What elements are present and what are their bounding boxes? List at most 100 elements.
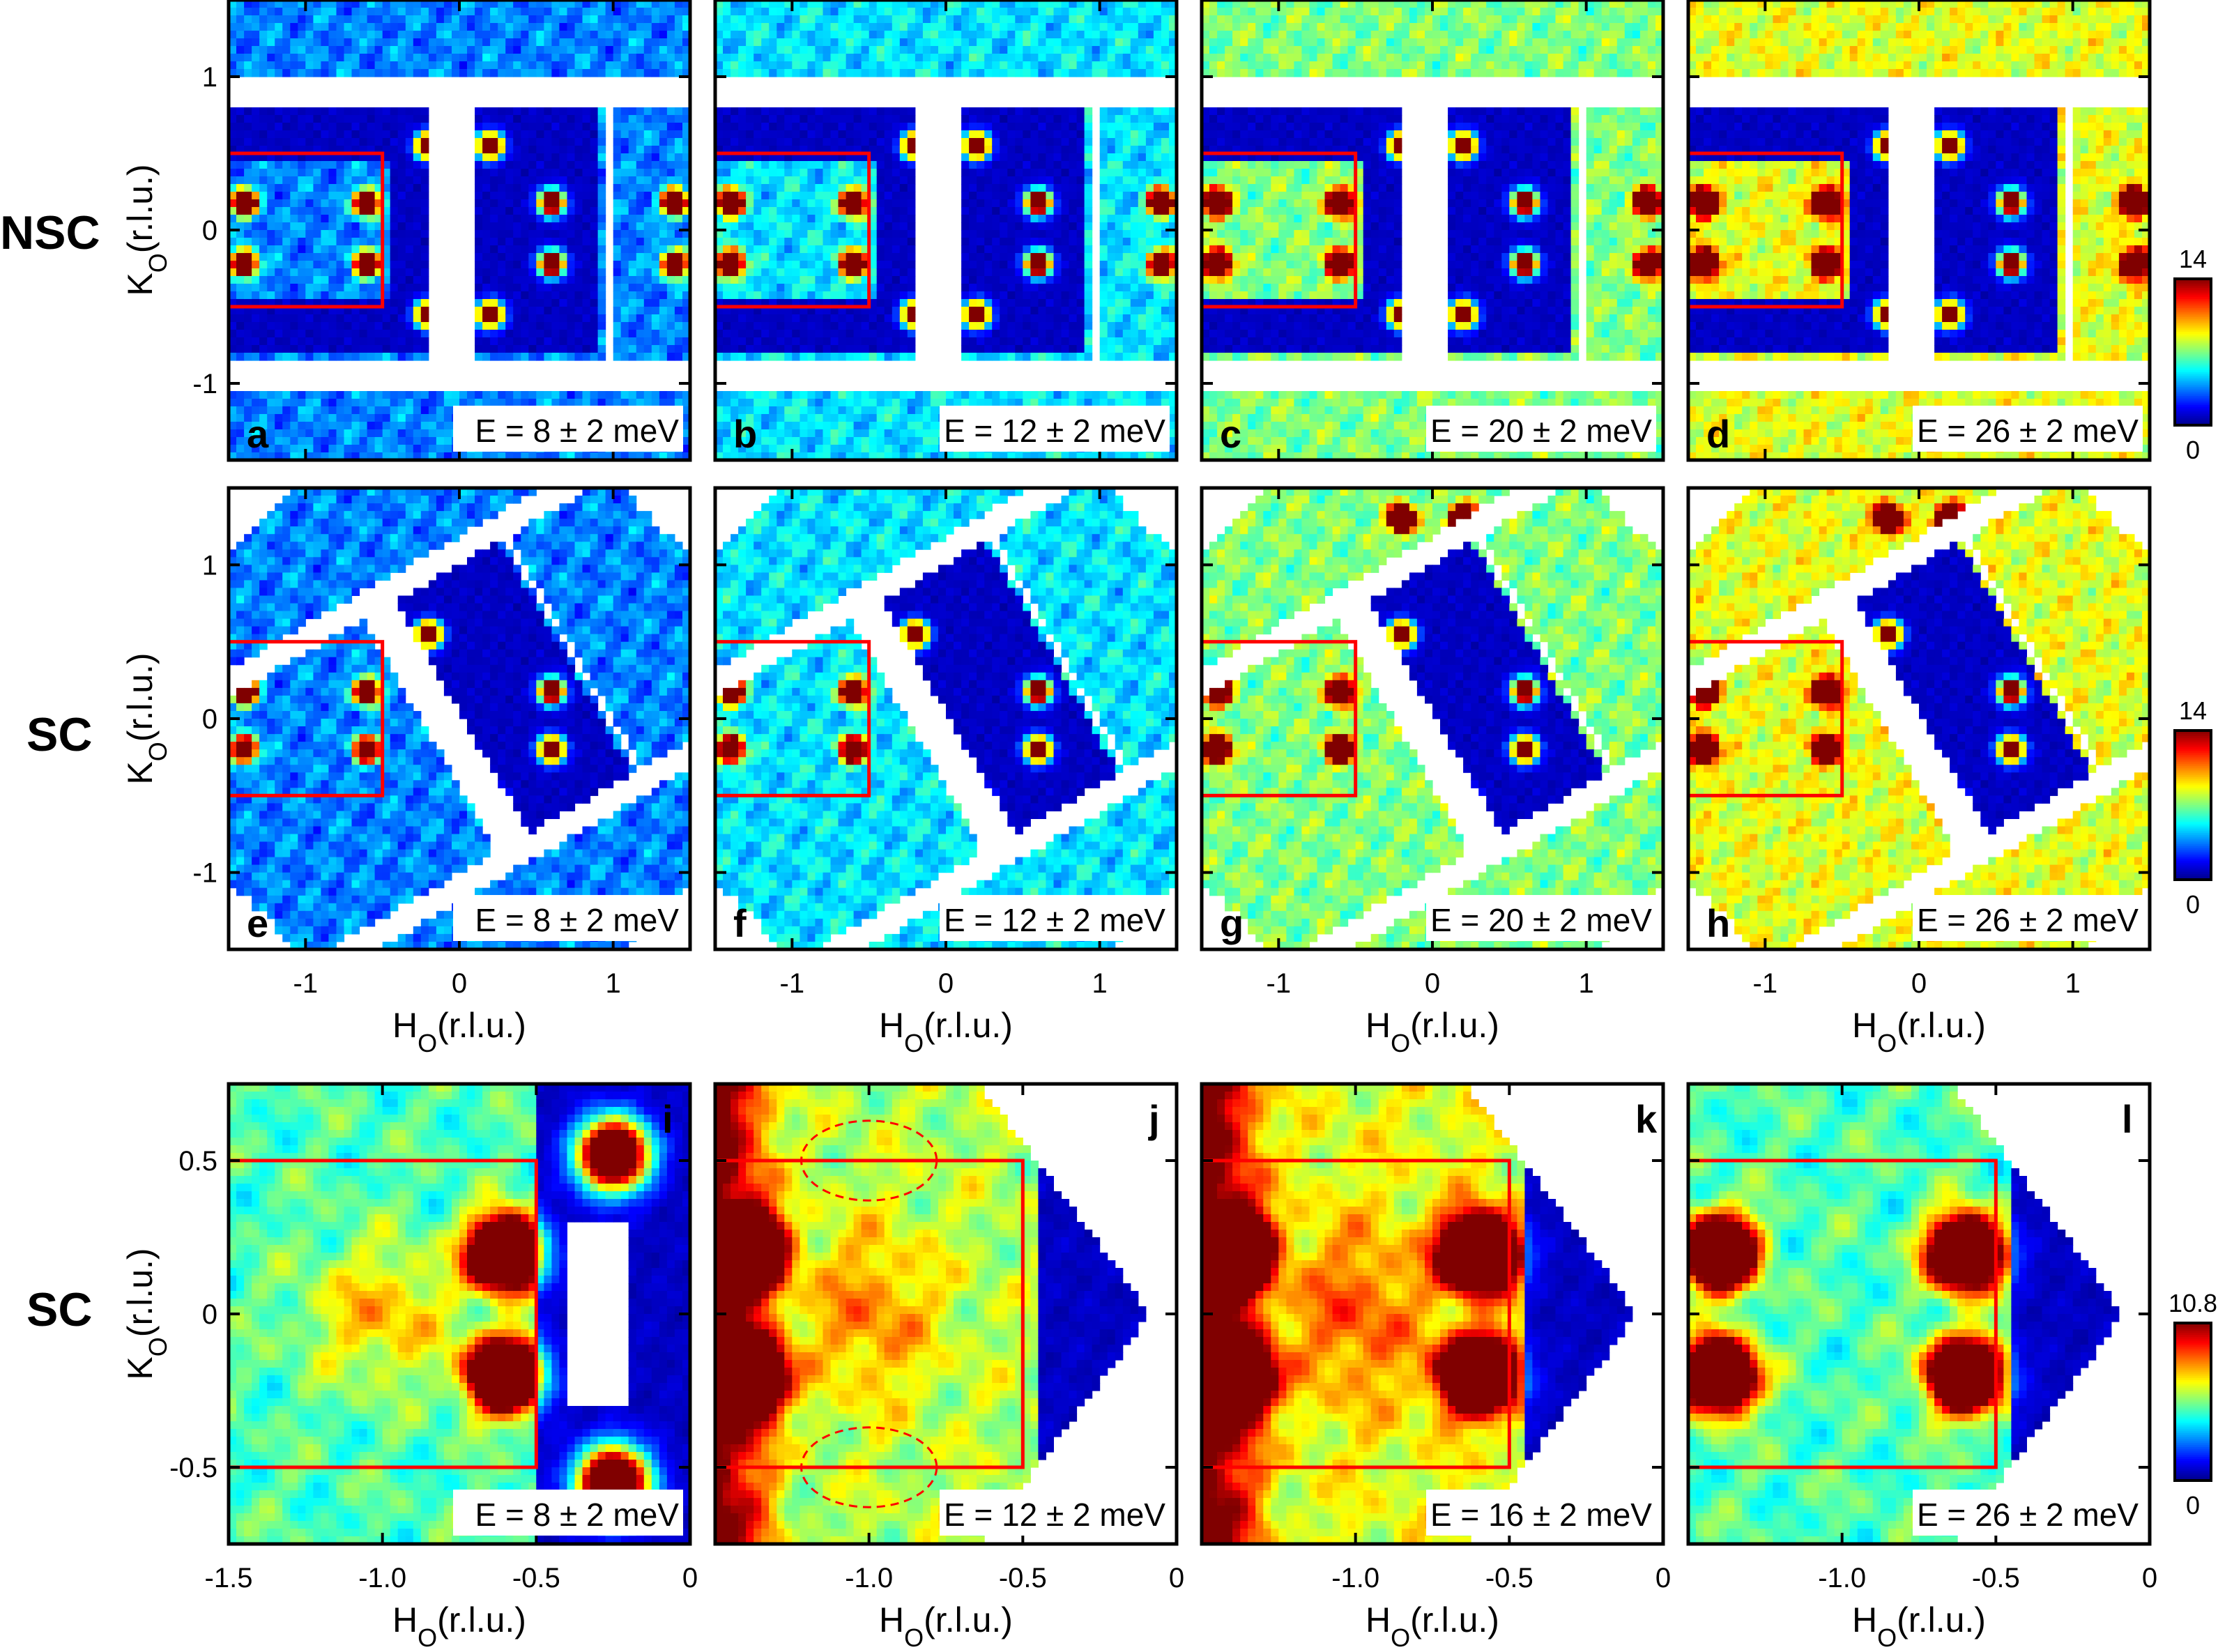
energy-label-a: E = 8 ± 2 meV xyxy=(475,413,680,449)
x-tick-label-j-2: 0 xyxy=(1169,1563,1184,1593)
y-tick-label-e-0: -1 xyxy=(192,858,217,889)
heatmap-k xyxy=(1202,1084,1633,1544)
x-tick-label-k-0: -1.0 xyxy=(1331,1563,1379,1593)
energy-label-b: E = 12 ± 2 meV xyxy=(944,413,1165,449)
integration-box-e xyxy=(229,640,385,797)
panel-letter-l: l xyxy=(2122,1097,2133,1141)
heatmap-j xyxy=(715,1084,1147,1544)
integration-box-c xyxy=(1202,151,1358,309)
row-label-nsc: NSC xyxy=(0,206,100,260)
panel-letter-d: d xyxy=(1706,412,1730,456)
y-tick-label-a-1: 0 xyxy=(202,215,217,246)
energy-label-k: E = 16 ± 2 meV xyxy=(1430,1497,1652,1533)
heatmap-a xyxy=(229,0,690,460)
panel-g: -1 0 1 g E = 20 ± 2 meV HO(r.l.u.) xyxy=(1200,486,1665,1057)
heatmap-b xyxy=(715,0,1177,460)
energy-label-j: E = 12 ± 2 meV xyxy=(944,1497,1165,1533)
y-tick-label-i-0: -0.5 xyxy=(169,1453,217,1483)
panel-letter-b: b xyxy=(733,412,757,456)
x-tick-label-e-1: 0 xyxy=(452,968,467,999)
colorbar-3: 10.80 xyxy=(2169,1289,2217,1520)
x-axis-label-h: HO(r.l.u.) xyxy=(1852,1006,1986,1057)
x-axis-label-i: HO(r.l.u.) xyxy=(392,1600,526,1652)
integration-box-l xyxy=(1688,1158,1998,1469)
energy-label-h: E = 26 ± 2 meV xyxy=(1917,902,2139,938)
energy-label-l: E = 26 ± 2 meV xyxy=(1917,1497,2139,1533)
x-tick-label-l-2: 0 xyxy=(2142,1563,2157,1593)
panel-c: c E = 20 ± 2 meV xyxy=(1200,0,1665,462)
integration-box-d xyxy=(1688,151,1844,309)
heatmap-h xyxy=(1688,488,2150,949)
x-tick-label-k-2: 0 xyxy=(1655,1563,1671,1593)
integration-box-j xyxy=(715,1158,1025,1469)
y-tick-label-e-2: 1 xyxy=(202,550,217,581)
x-tick-label-h-1: 0 xyxy=(1911,968,1927,999)
panel-h: -1 0 1 h E = 26 ± 2 meV HO(r.l.u.) xyxy=(1686,486,2152,1057)
panel-k: -1.0 -0.5 0 k E = 16 ± 2 meV HO(r.l.u.) xyxy=(1200,1082,1671,1652)
panel-letter-g: g xyxy=(1220,901,1244,945)
x-tick-label-f-0: -1 xyxy=(780,968,805,999)
heatmap-c xyxy=(1202,0,1663,460)
energy-label-c: E = 20 ± 2 meV xyxy=(1430,413,1652,449)
row-label-sc-2: SC xyxy=(26,1283,92,1337)
energy-label-e: E = 8 ± 2 meV xyxy=(475,902,680,938)
x-tick-label-k-1: -0.5 xyxy=(1485,1563,1534,1593)
x-axis-label-e: HO(r.l.u.) xyxy=(392,1006,526,1057)
x-tick-label-l-1: -0.5 xyxy=(1972,1563,2020,1593)
dashed-ellipse-j-0 xyxy=(800,1119,938,1202)
colorbar-max-label-3: 10.8 xyxy=(2169,1289,2217,1317)
integration-box-i xyxy=(229,1158,538,1469)
panel-letter-j: j xyxy=(1148,1097,1160,1141)
heatmap-i xyxy=(229,1084,690,1544)
colorbar-max-label-2: 14 xyxy=(2179,696,2207,725)
y-tick-label-i-2: 0.5 xyxy=(178,1146,217,1177)
x-tick-label-g-1: 0 xyxy=(1425,968,1440,999)
x-tick-label-e-0: -1 xyxy=(293,968,319,999)
panel-j: -1.0 -0.5 0 j E = 12 ± 2 meV HO(r.l.u.) xyxy=(713,1082,1184,1652)
panel-letter-h: h xyxy=(1706,901,1730,945)
panel-d: d E = 26 ± 2 meV xyxy=(1686,0,2152,462)
panel-l: -1.0 -0.5 0 l E = 26 ± 2 meV HO(r.l.u.) xyxy=(1686,1082,2157,1652)
x-tick-label-e-2: 1 xyxy=(606,968,621,999)
colorbar-min-label-1: 0 xyxy=(2186,436,2200,464)
integration-box-h xyxy=(1688,640,1844,797)
heatmap-l xyxy=(1688,1084,2120,1544)
x-tick-label-g-0: -1 xyxy=(1267,968,1292,999)
heatmap-g xyxy=(1202,488,1663,949)
integration-box-b xyxy=(715,151,871,309)
x-axis-label-g: HO(r.l.u.) xyxy=(1366,1006,1499,1057)
x-tick-label-i-2: -0.5 xyxy=(512,1563,560,1593)
colorbar-2: 14 0 xyxy=(2173,696,2212,919)
x-axis-label-l: HO(r.l.u.) xyxy=(1852,1600,1986,1652)
panel-letter-i: i xyxy=(662,1097,673,1141)
integration-box-g xyxy=(1202,640,1358,797)
x-tick-label-f-1: 0 xyxy=(938,968,954,999)
x-tick-label-i-0: -1.5 xyxy=(205,1563,253,1593)
heatmap-e xyxy=(229,488,690,949)
colorbar-min-label-3: 0 xyxy=(2186,1491,2200,1520)
panel-b: b E = 12 ± 2 meV xyxy=(713,0,1179,462)
x-tick-label-g-2: 1 xyxy=(1579,968,1594,999)
panel-letter-c: c xyxy=(1220,412,1241,456)
panel-e: -1 0 1 -1 0 1 e E = 8 ± 2 meV HO(r.l.u.) KO(r.l.u… xyxy=(121,486,692,1057)
y-axis-label-e: KO(r.l.u.) xyxy=(121,652,172,784)
energy-label-f: E = 12 ± 2 meV xyxy=(944,902,1165,938)
panel-letter-f: f xyxy=(733,901,747,945)
row-label-sc-1: SC xyxy=(26,708,92,762)
x-tick-label-j-1: -0.5 xyxy=(999,1563,1047,1593)
y-tick-label-a-0: -1 xyxy=(192,369,217,399)
colorbar-max-label-1: 14 xyxy=(2179,245,2207,273)
colorbar-min-label-2: 0 xyxy=(2186,890,2200,919)
x-tick-label-i-1: -1.0 xyxy=(358,1563,406,1593)
y-tick-label-e-1: 0 xyxy=(202,704,217,735)
y-tick-label-a-2: 1 xyxy=(202,62,217,93)
integration-box-a xyxy=(229,151,385,309)
x-axis-label-j: HO(r.l.u.) xyxy=(879,1600,1013,1652)
energy-label-d: E = 26 ± 2 meV xyxy=(1917,413,2139,449)
integration-box-k xyxy=(1202,1158,1511,1469)
panel-letter-k: k xyxy=(1635,1097,1658,1141)
energy-label-i: E = 8 ± 2 meV xyxy=(475,1497,680,1533)
x-axis-label-k: HO(r.l.u.) xyxy=(1366,1600,1499,1652)
